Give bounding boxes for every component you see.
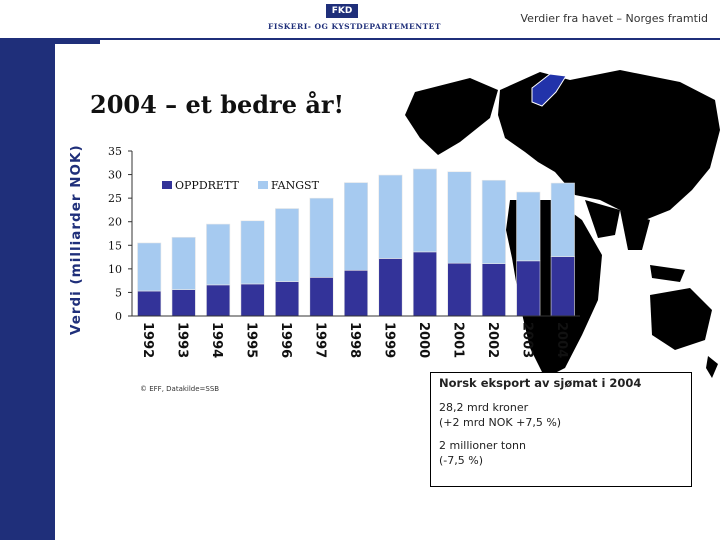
bar-oppdrett-1994 bbox=[206, 284, 231, 317]
bar-fangst-1993 bbox=[171, 236, 196, 290]
bar-fangst-2004 bbox=[550, 182, 575, 257]
chart-legend: OPPDRETT FANGST bbox=[162, 179, 320, 192]
bar-fangst-2003 bbox=[516, 191, 541, 262]
map-eurasia bbox=[498, 70, 720, 220]
x-tick-label-1996: 1996 bbox=[278, 322, 293, 358]
legend-label-oppdrett: OPPDRETT bbox=[175, 179, 239, 192]
logo-text: FISKERI- OG KYSTDEPARTEMENTET bbox=[268, 22, 441, 31]
y-tick-label: 5 bbox=[115, 286, 122, 299]
y-tick-label: 35 bbox=[108, 145, 122, 158]
info-line-value-change: (+2 mrd NOK +7,5 %) bbox=[439, 416, 562, 429]
x-tick-label-1998: 1998 bbox=[347, 322, 362, 358]
x-tick-label-1997: 1997 bbox=[313, 322, 328, 358]
bar-oppdrett-2003 bbox=[516, 260, 541, 317]
x-tick-label-1992: 1992 bbox=[140, 322, 155, 358]
x-tick-label-2000: 2000 bbox=[416, 322, 431, 358]
stacked-bar-chart: 0 5 10 15 20 25 30 35 1992 1993 1994 1995 1996 1997 19… bbox=[108, 145, 580, 358]
y-tick-label: 30 bbox=[108, 169, 122, 182]
bar-fangst-1995 bbox=[240, 220, 265, 285]
bar-fangst-1992 bbox=[137, 242, 162, 292]
sidebar-band bbox=[0, 0, 55, 540]
bar-oppdrett-2004 bbox=[550, 256, 575, 317]
bar-oppdrett-2002 bbox=[481, 263, 506, 317]
y-tick-label: 25 bbox=[108, 192, 122, 205]
bar-oppdrett-1996 bbox=[275, 281, 300, 317]
bar-fangst-1998 bbox=[343, 182, 369, 271]
chart-source-note: © EFF, Datakilde=SSB bbox=[140, 385, 220, 393]
x-tick-label-1999: 1999 bbox=[381, 322, 396, 358]
bar-fangst-1999 bbox=[378, 174, 403, 259]
info-line-value: 28,2 mrd kroner bbox=[439, 401, 529, 414]
x-tick-label-2004: 2004 bbox=[554, 322, 569, 358]
chart-axes: 0 5 10 15 20 25 30 35 1992 1993 1994 1995 1996 1997 19… bbox=[108, 145, 580, 358]
info-line-volume: 2 millioner tonn bbox=[439, 439, 526, 452]
slide-title: 2004 – et bedre år! bbox=[90, 90, 345, 119]
bar-fangst-1994 bbox=[206, 223, 231, 286]
info-box-title: Norsk eksport av sjømat i 2004 bbox=[439, 376, 642, 390]
logo-badge: FKD bbox=[326, 4, 358, 18]
header-rule bbox=[55, 38, 720, 40]
y-axis-label: Verdi (milliarder NOK) bbox=[68, 144, 84, 335]
legend-swatch-fangst bbox=[258, 181, 268, 189]
x-tick-label-1993: 1993 bbox=[175, 322, 190, 358]
map-greenland bbox=[405, 78, 498, 155]
map-arabia bbox=[585, 200, 620, 238]
bar-oppdrett-1992 bbox=[137, 290, 162, 317]
fkd-logo: FKD FISKERI- OG KYSTDEPARTEMENTET bbox=[268, 4, 441, 36]
info-line-volume-change: (-7,5 %) bbox=[439, 454, 483, 467]
bar-oppdrett-2001 bbox=[447, 262, 472, 317]
bar-oppdrett-1998 bbox=[343, 269, 369, 317]
chart-bars bbox=[137, 168, 575, 317]
x-tick-label-2002: 2002 bbox=[485, 322, 500, 358]
map-new-zealand bbox=[706, 356, 718, 378]
bar-oppdrett-1993 bbox=[171, 289, 196, 317]
y-tick-label: 20 bbox=[108, 216, 122, 229]
x-tick-label-1994: 1994 bbox=[209, 322, 224, 358]
map-indonesia bbox=[650, 265, 685, 282]
bar-fangst-2002 bbox=[481, 179, 506, 264]
bar-fangst-1996 bbox=[275, 208, 300, 282]
info-box: Norsk eksport av sjømat i 2004 28,2 mrd … bbox=[430, 372, 692, 487]
y-tick-label: 15 bbox=[108, 239, 122, 252]
header-accent bbox=[55, 38, 100, 44]
x-tick-label-2003: 2003 bbox=[519, 322, 534, 358]
y-tick-label: 10 bbox=[108, 263, 122, 276]
legend-swatch-oppdrett bbox=[162, 181, 172, 189]
bar-oppdrett-1995 bbox=[240, 283, 265, 317]
map-norway bbox=[531, 73, 567, 107]
map-south-asia bbox=[620, 210, 650, 250]
bar-oppdrett-1999 bbox=[378, 258, 403, 317]
x-tick-label-2001: 2001 bbox=[450, 322, 465, 358]
bar-oppdrett-1997 bbox=[309, 277, 334, 317]
header-caption: Verdier fra havet – Norges framtid bbox=[520, 12, 709, 25]
x-tick-label-1995: 1995 bbox=[244, 322, 259, 358]
sidebar-notch bbox=[0, 0, 55, 38]
bar-fangst-2001 bbox=[447, 171, 472, 264]
bar-oppdrett-2000 bbox=[412, 251, 437, 317]
bar-fangst-2000 bbox=[412, 168, 437, 253]
legend-label-fangst: FANGST bbox=[271, 179, 320, 192]
map-australia bbox=[650, 288, 712, 350]
y-tick-label: 0 bbox=[115, 310, 122, 323]
bar-fangst-1997 bbox=[309, 197, 334, 278]
